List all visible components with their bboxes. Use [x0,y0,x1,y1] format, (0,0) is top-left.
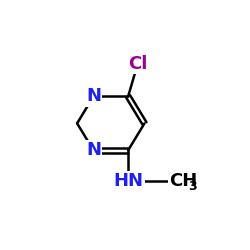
Text: N: N [86,141,101,159]
Text: 3: 3 [188,180,196,193]
Text: Cl: Cl [128,55,148,73]
Text: N: N [86,88,101,106]
Text: HN: HN [113,172,143,190]
Text: CH: CH [170,172,198,190]
